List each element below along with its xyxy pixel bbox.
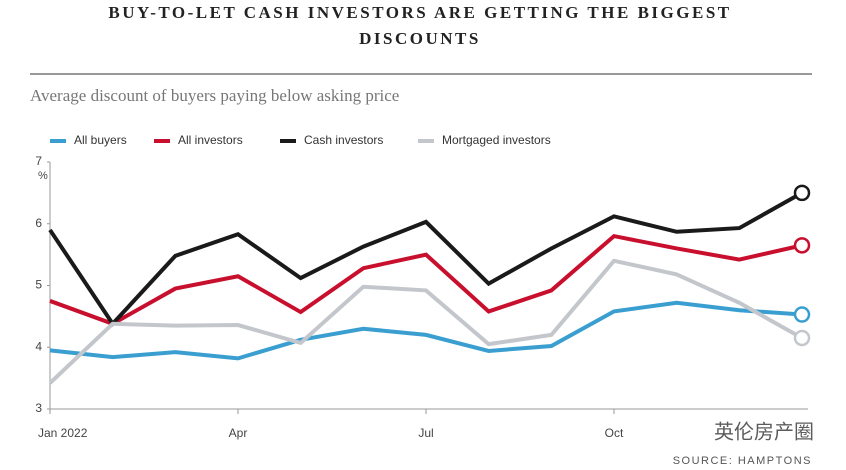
series-line (48, 258, 803, 385)
y-tick-label: 3 (35, 401, 42, 415)
y-tick-label: 4 (35, 339, 42, 353)
series-line (48, 191, 803, 328)
legend-label: Mortgaged investors (442, 133, 551, 147)
end-marker (793, 329, 811, 347)
y-tick-label: 5 (35, 278, 42, 292)
x-tick-label: Jan 2022 (38, 426, 88, 440)
legend-label: All investors (178, 133, 243, 147)
x-tick-label: Oct (605, 426, 624, 440)
x-tick-label: Apr (229, 426, 248, 440)
legend-label: All buyers (74, 133, 127, 147)
series-line (49, 233, 803, 326)
x-tick-label: Jul (418, 426, 433, 440)
chart-title-line2: DISCOUNTS (359, 29, 481, 48)
chart-title: BUY-TO-LET CASH INVESTORS ARE GETTING TH… (108, 3, 731, 22)
end-marker (793, 306, 811, 323)
end-marker (793, 184, 811, 202)
y-tick-label: 7 (35, 154, 42, 168)
watermark: 英伦房产圈 (714, 420, 814, 443)
y-unit: % (38, 170, 48, 182)
end-marker (793, 237, 811, 254)
source: SOURCE: HAMPTONS (673, 455, 812, 467)
series-line (49, 300, 803, 361)
y-tick-label: 6 (35, 216, 42, 230)
subtitle: Average discount of buyers paying below … (30, 86, 399, 105)
legend-label: Cash investors (304, 133, 383, 147)
